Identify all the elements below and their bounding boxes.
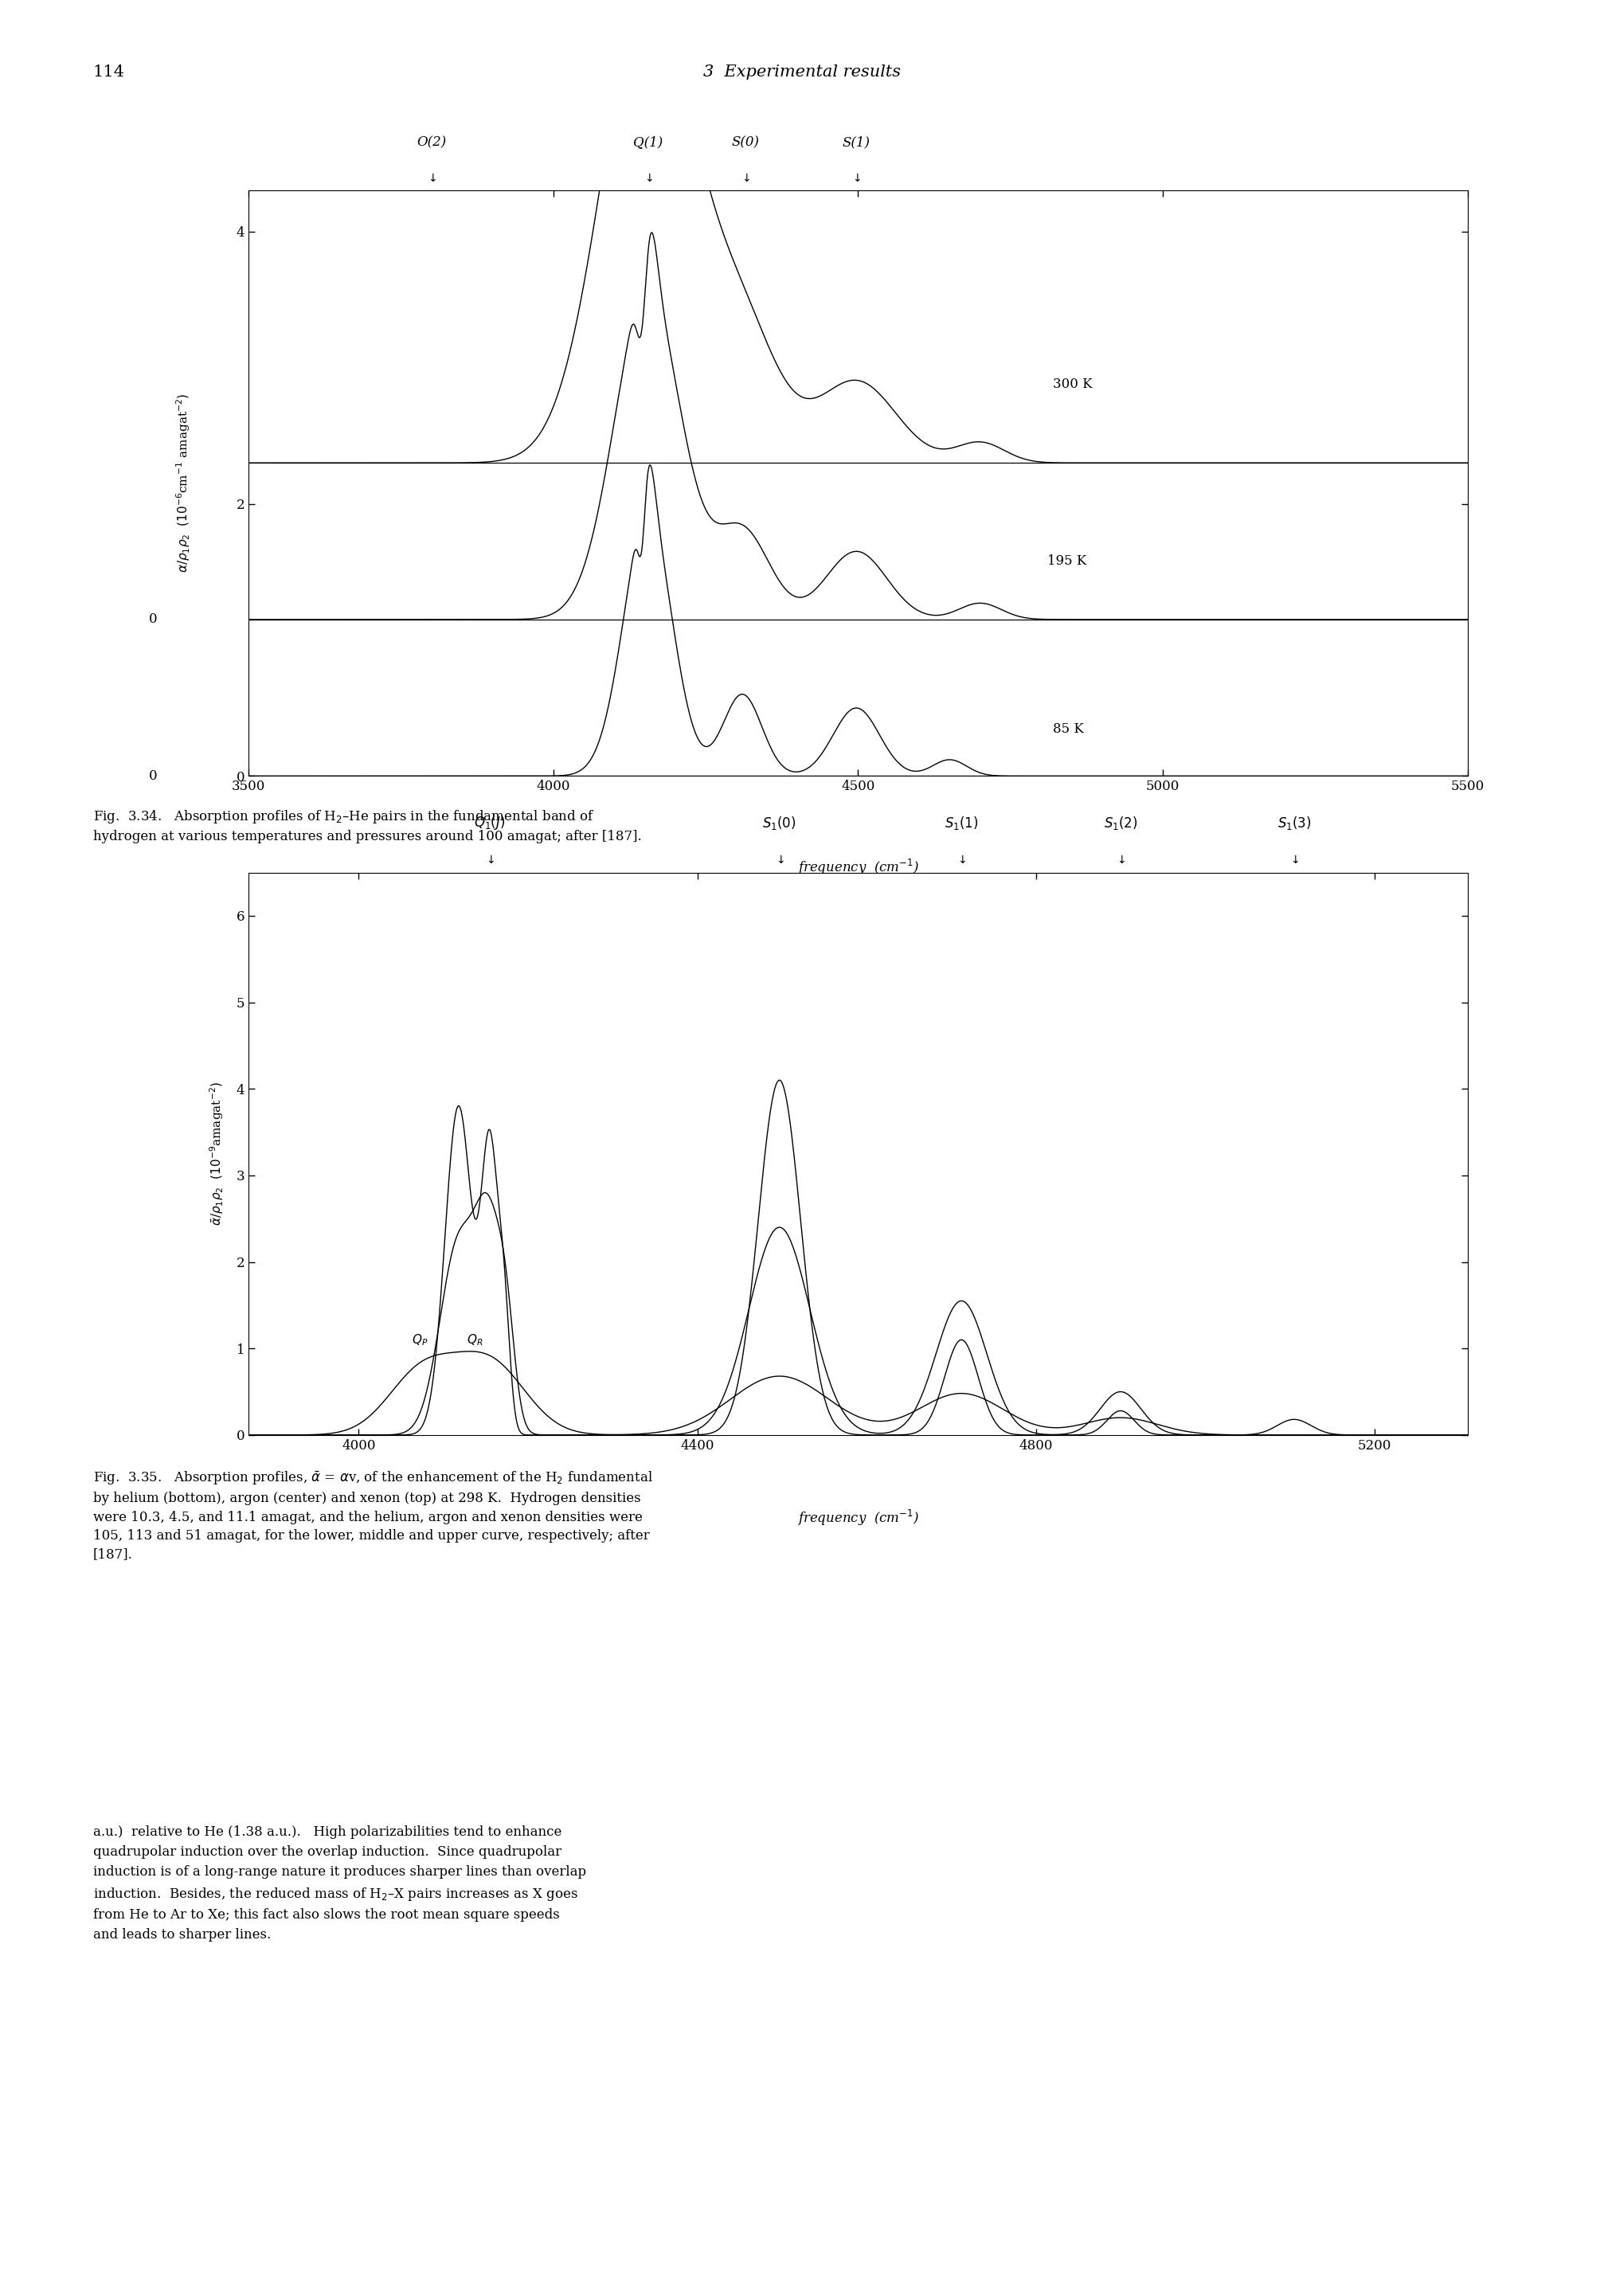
Text: $\downarrow$: $\downarrow$	[427, 172, 436, 184]
Text: $S_1(1)$: $S_1(1)$	[945, 815, 978, 831]
Text: $\downarrow$: $\downarrow$	[1115, 854, 1126, 866]
Text: O(2): O(2)	[417, 135, 446, 149]
Text: Q(1): Q(1)	[634, 135, 662, 149]
Text: $Q_P$: $Q_P$	[412, 1334, 428, 1348]
X-axis label: frequency  (cm$^{-1}$): frequency (cm$^{-1}$)	[797, 859, 919, 877]
Text: 114: 114	[93, 64, 125, 80]
Text: $S_1(0)$: $S_1(0)$	[762, 815, 796, 831]
Text: 0: 0	[149, 613, 157, 627]
Text: $S_1(3)$: $S_1(3)$	[1277, 815, 1310, 831]
Text: $\downarrow$: $\downarrow$	[852, 172, 861, 184]
X-axis label: frequency  (cm$^{-1}$): frequency (cm$^{-1}$)	[797, 1508, 919, 1527]
Text: Fig.  3.35.   Absorption profiles, $\bar{\alpha}$ = $\alpha$v, of the enhancemen: Fig. 3.35. Absorption profiles, $\bar{\a…	[93, 1469, 653, 1561]
Text: S(0): S(0)	[731, 135, 759, 149]
Text: 85 K: 85 K	[1054, 723, 1084, 735]
Text: 3  Experimental results: 3 Experimental results	[703, 64, 901, 80]
Text: $S_1(2)$: $S_1(2)$	[1104, 815, 1137, 831]
Text: $Q_R$: $Q_R$	[467, 1334, 483, 1348]
Text: S(1): S(1)	[842, 135, 871, 149]
Y-axis label: $\alpha/\rho_1\rho_2$  $(10^{-6}$cm$^{-1}$ amagat$^{-2})$: $\alpha/\rho_1\rho_2$ $(10^{-6}$cm$^{-1}…	[175, 393, 192, 574]
Y-axis label: $\bar{\alpha}/\rho_1\rho_2$  $(10^{-9}$amagat$^{-2})$: $\bar{\alpha}/\rho_1\rho_2$ $(10^{-9}$am…	[209, 1081, 225, 1226]
Text: $\downarrow$: $\downarrow$	[739, 172, 751, 184]
Text: $Q_1(J)$: $Q_1(J)$	[475, 813, 505, 831]
Text: $\downarrow$: $\downarrow$	[643, 172, 653, 184]
Text: $\downarrow$: $\downarrow$	[775, 854, 784, 866]
Text: $\downarrow$: $\downarrow$	[956, 854, 967, 866]
Text: 0: 0	[149, 769, 157, 783]
Text: 300 K: 300 K	[1054, 377, 1092, 390]
Text: 195 K: 195 K	[1047, 556, 1086, 567]
Text: $\downarrow$: $\downarrow$	[484, 854, 496, 866]
Text: $\downarrow$: $\downarrow$	[1288, 854, 1299, 866]
Text: a.u.)  relative to He (1.38 a.u.).   High polarizabilities tend to enhance
quadr: a.u.) relative to He (1.38 a.u.). High p…	[93, 1825, 585, 1942]
Text: Fig.  3.34.   Absorption profiles of H$_2$–He pairs in the fundamental band of
h: Fig. 3.34. Absorption profiles of H$_2$–…	[93, 808, 642, 843]
